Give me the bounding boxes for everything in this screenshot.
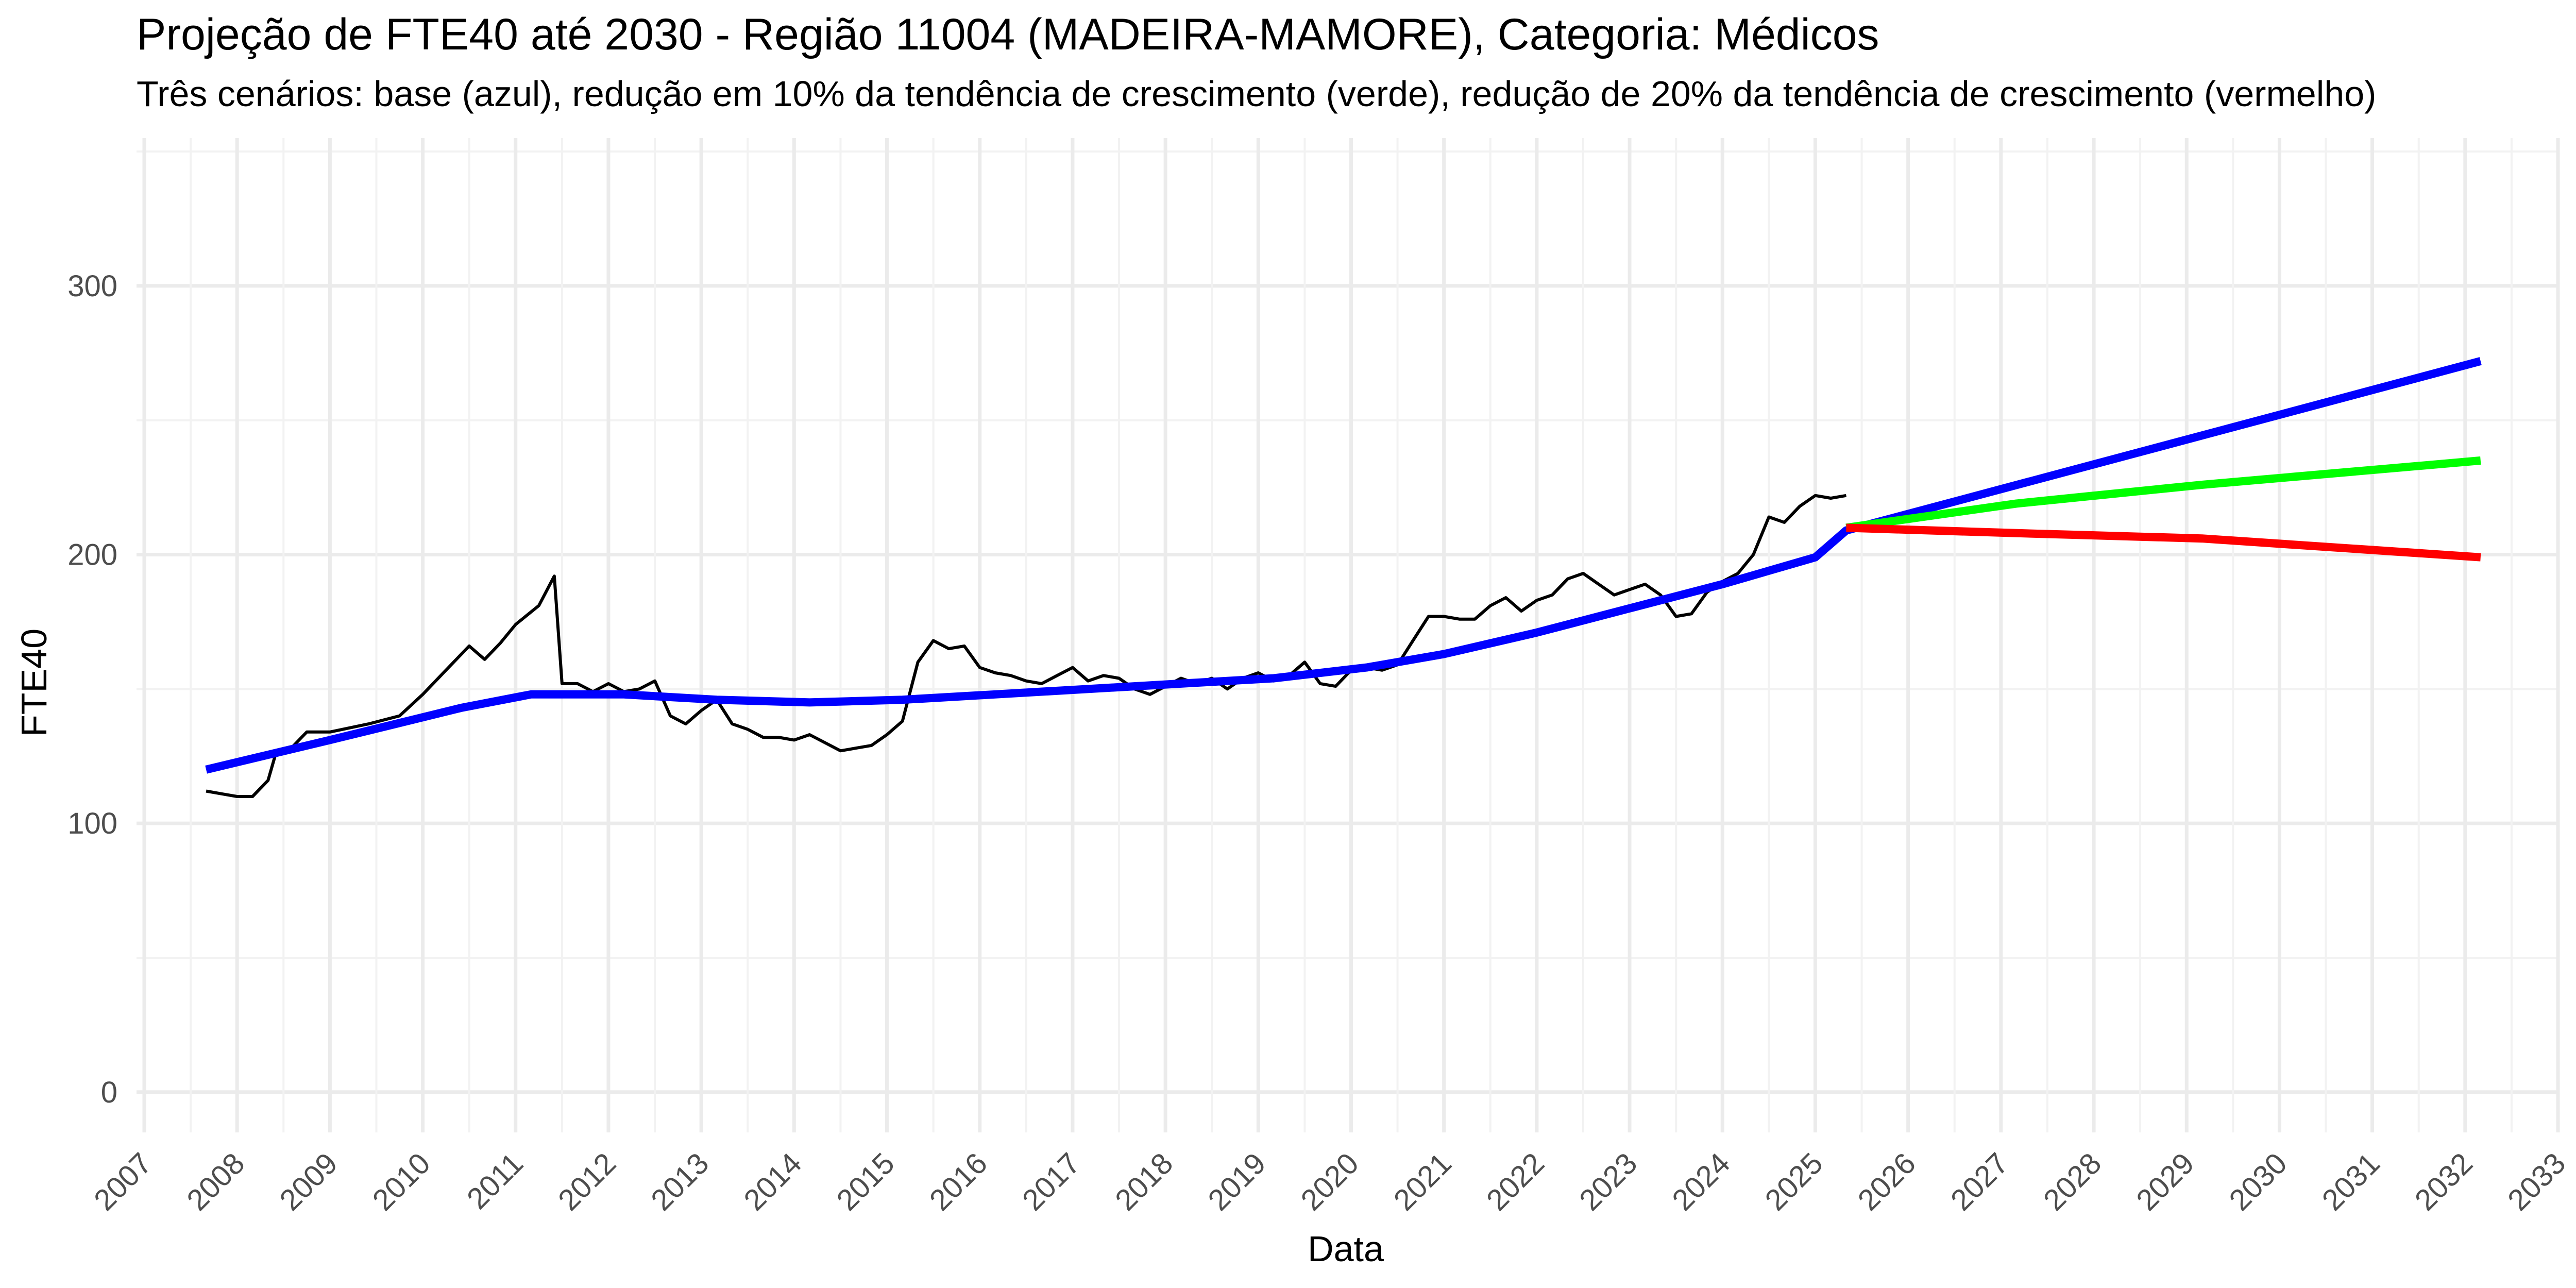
x-tick-label: 2028 <box>2037 1146 2108 1217</box>
y-axis-label: FTE40 <box>14 629 54 737</box>
x-tick-label: 2018 <box>1109 1146 1179 1217</box>
series-lines <box>205 357 2482 798</box>
grid <box>137 138 2560 1132</box>
minus-20pct-scenario-line <box>1846 523 2481 562</box>
x-tick-label: 2007 <box>88 1146 158 1217</box>
x-tick-label: 2022 <box>1480 1146 1551 1217</box>
x-tick-label: 2025 <box>1758 1146 1829 1217</box>
x-tick-label: 2023 <box>1573 1146 1643 1217</box>
x-tick-label: 2019 <box>1201 1146 1272 1217</box>
x-axis-label: Data <box>1308 1229 1384 1269</box>
x-tick-label: 2026 <box>1852 1146 1922 1217</box>
observed-series-line <box>206 494 1847 798</box>
x-tick-label: 2012 <box>552 1146 622 1217</box>
minus-10pct-scenario-line <box>1845 456 2481 532</box>
y-tick-label: 300 <box>67 269 117 303</box>
x-tick-label: 2027 <box>1944 1146 2015 1217</box>
y-tick-labels: 0 100 200 300 <box>67 269 117 1109</box>
x-tick-label: 2014 <box>737 1146 808 1217</box>
x-tick-label: 2013 <box>645 1146 715 1217</box>
base-scenario-line <box>205 357 2482 774</box>
x-tick-label: 2029 <box>2130 1146 2200 1217</box>
y-tick-label: 100 <box>67 807 117 840</box>
x-tick-label: 2010 <box>366 1146 437 1217</box>
chart-title: Projeção de FTE40 até 2030 - Região 1100… <box>137 10 1879 59</box>
x-tick-label: 2031 <box>2316 1146 2386 1217</box>
x-tick-label: 2016 <box>923 1146 994 1217</box>
x-tick-label: 2020 <box>1294 1146 1365 1217</box>
chart-subtitle: Três cenários: base (azul), redução em 1… <box>137 74 2377 114</box>
x-tick-label: 2021 <box>1387 1146 1458 1217</box>
y-tick-label: 200 <box>67 538 117 572</box>
x-tick-label: 2017 <box>1016 1146 1087 1217</box>
x-tick-label: 2024 <box>1666 1146 1736 1217</box>
x-tick-label: 2011 <box>461 1146 530 1215</box>
x-tick-label: 2015 <box>831 1146 901 1217</box>
x-tick-label: 2032 <box>2409 1146 2479 1217</box>
x-tick-label: 2030 <box>2223 1146 2293 1217</box>
x-tick-labels: 2007 2008 2009 2010 2011 2012 2013 2014 2015 2016… <box>88 1146 2572 1217</box>
x-tick-label: 2033 <box>2501 1146 2572 1217</box>
x-tick-label: 2009 <box>273 1146 344 1217</box>
x-tick-label: 2008 <box>180 1146 251 1217</box>
y-tick-label: 0 <box>101 1076 117 1109</box>
